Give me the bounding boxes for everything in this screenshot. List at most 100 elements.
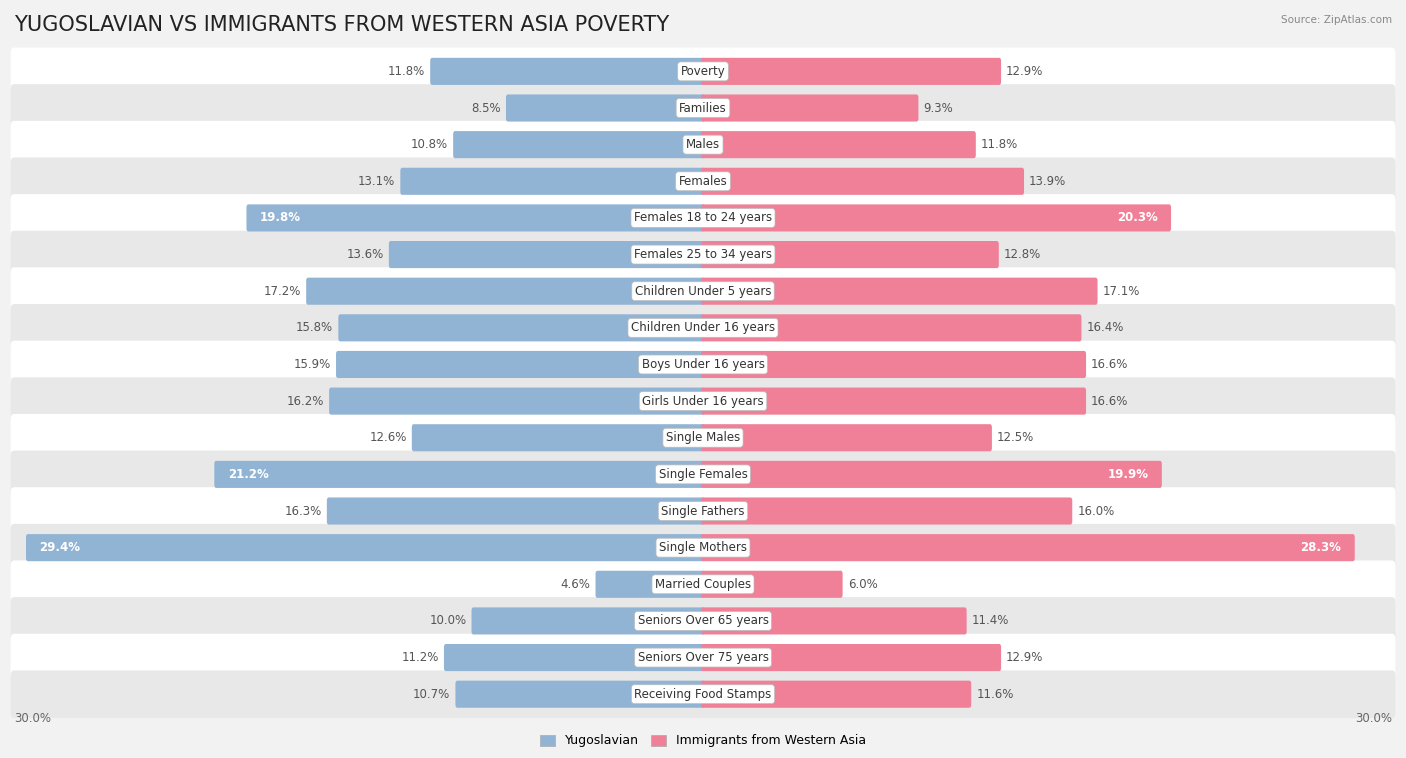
FancyBboxPatch shape <box>702 241 998 268</box>
Text: Seniors Over 65 years: Seniors Over 65 years <box>637 615 769 628</box>
FancyBboxPatch shape <box>456 681 704 708</box>
FancyBboxPatch shape <box>11 268 1395 315</box>
Text: 28.3%: 28.3% <box>1301 541 1341 554</box>
Text: 6.0%: 6.0% <box>848 578 877 590</box>
Text: 19.9%: 19.9% <box>1108 468 1149 481</box>
FancyBboxPatch shape <box>702 571 842 598</box>
Text: 12.6%: 12.6% <box>370 431 406 444</box>
FancyBboxPatch shape <box>326 497 704 525</box>
FancyBboxPatch shape <box>389 241 704 268</box>
FancyBboxPatch shape <box>25 534 704 561</box>
FancyBboxPatch shape <box>702 277 1098 305</box>
Text: 29.4%: 29.4% <box>39 541 80 554</box>
FancyBboxPatch shape <box>11 48 1395 96</box>
FancyBboxPatch shape <box>11 597 1395 645</box>
Text: 10.8%: 10.8% <box>411 138 449 151</box>
FancyBboxPatch shape <box>412 424 704 451</box>
FancyBboxPatch shape <box>596 571 704 598</box>
Text: 30.0%: 30.0% <box>1355 712 1392 725</box>
Text: 11.6%: 11.6% <box>976 688 1014 700</box>
FancyBboxPatch shape <box>11 377 1395 425</box>
Text: Single Males: Single Males <box>666 431 740 444</box>
FancyBboxPatch shape <box>702 351 1085 378</box>
Text: 16.3%: 16.3% <box>284 505 322 518</box>
FancyBboxPatch shape <box>11 560 1395 608</box>
FancyBboxPatch shape <box>401 168 704 195</box>
Text: Children Under 5 years: Children Under 5 years <box>634 285 772 298</box>
FancyBboxPatch shape <box>246 205 704 231</box>
FancyBboxPatch shape <box>702 424 991 451</box>
FancyBboxPatch shape <box>329 387 704 415</box>
Text: Receiving Food Stamps: Receiving Food Stamps <box>634 688 772 700</box>
Text: Seniors Over 75 years: Seniors Over 75 years <box>637 651 769 664</box>
Text: 30.0%: 30.0% <box>14 712 51 725</box>
Text: 11.8%: 11.8% <box>981 138 1018 151</box>
Text: 12.9%: 12.9% <box>1007 65 1043 78</box>
FancyBboxPatch shape <box>702 131 976 158</box>
Text: YUGOSLAVIAN VS IMMIGRANTS FROM WESTERN ASIA POVERTY: YUGOSLAVIAN VS IMMIGRANTS FROM WESTERN A… <box>14 15 669 35</box>
Text: 19.8%: 19.8% <box>260 211 301 224</box>
FancyBboxPatch shape <box>11 670 1395 718</box>
FancyBboxPatch shape <box>471 607 704 634</box>
Text: Single Mothers: Single Mothers <box>659 541 747 554</box>
Text: 12.5%: 12.5% <box>997 431 1035 444</box>
FancyBboxPatch shape <box>11 487 1395 535</box>
FancyBboxPatch shape <box>11 84 1395 132</box>
FancyBboxPatch shape <box>702 607 967 634</box>
Text: 17.2%: 17.2% <box>264 285 301 298</box>
FancyBboxPatch shape <box>702 95 918 121</box>
FancyBboxPatch shape <box>430 58 704 85</box>
Text: 13.1%: 13.1% <box>359 175 395 188</box>
FancyBboxPatch shape <box>702 534 1355 561</box>
FancyBboxPatch shape <box>336 351 704 378</box>
Text: 20.3%: 20.3% <box>1116 211 1157 224</box>
Text: 13.6%: 13.6% <box>346 248 384 261</box>
Text: 12.9%: 12.9% <box>1007 651 1043 664</box>
Text: 16.2%: 16.2% <box>287 395 323 408</box>
FancyBboxPatch shape <box>702 168 1024 195</box>
Text: 9.3%: 9.3% <box>924 102 953 114</box>
FancyBboxPatch shape <box>702 205 1171 231</box>
FancyBboxPatch shape <box>11 634 1395 681</box>
FancyBboxPatch shape <box>214 461 704 488</box>
Text: Males: Males <box>686 138 720 151</box>
FancyBboxPatch shape <box>506 95 704 121</box>
Text: Families: Families <box>679 102 727 114</box>
Text: 11.4%: 11.4% <box>972 615 1010 628</box>
Text: Source: ZipAtlas.com: Source: ZipAtlas.com <box>1281 15 1392 25</box>
Text: 12.8%: 12.8% <box>1004 248 1040 261</box>
Text: 16.6%: 16.6% <box>1091 358 1129 371</box>
Text: 16.6%: 16.6% <box>1091 395 1129 408</box>
Text: 15.8%: 15.8% <box>297 321 333 334</box>
Text: Children Under 16 years: Children Under 16 years <box>631 321 775 334</box>
Text: Single Females: Single Females <box>658 468 748 481</box>
FancyBboxPatch shape <box>453 131 704 158</box>
FancyBboxPatch shape <box>11 304 1395 352</box>
FancyBboxPatch shape <box>339 315 704 341</box>
Text: 16.4%: 16.4% <box>1087 321 1123 334</box>
FancyBboxPatch shape <box>11 524 1395 572</box>
FancyBboxPatch shape <box>11 158 1395 205</box>
Text: Females 25 to 34 years: Females 25 to 34 years <box>634 248 772 261</box>
Text: 13.9%: 13.9% <box>1029 175 1066 188</box>
Text: 8.5%: 8.5% <box>471 102 501 114</box>
FancyBboxPatch shape <box>11 414 1395 462</box>
FancyBboxPatch shape <box>702 461 1161 488</box>
Text: 11.8%: 11.8% <box>388 65 425 78</box>
Text: Boys Under 16 years: Boys Under 16 years <box>641 358 765 371</box>
Text: 21.2%: 21.2% <box>228 468 269 481</box>
FancyBboxPatch shape <box>11 230 1395 278</box>
FancyBboxPatch shape <box>702 681 972 708</box>
Text: Girls Under 16 years: Girls Under 16 years <box>643 395 763 408</box>
FancyBboxPatch shape <box>702 387 1085 415</box>
Text: 17.1%: 17.1% <box>1102 285 1140 298</box>
FancyBboxPatch shape <box>702 58 1001 85</box>
FancyBboxPatch shape <box>11 340 1395 388</box>
FancyBboxPatch shape <box>702 644 1001 671</box>
FancyBboxPatch shape <box>444 644 704 671</box>
Text: 4.6%: 4.6% <box>561 578 591 590</box>
FancyBboxPatch shape <box>307 277 704 305</box>
FancyBboxPatch shape <box>702 315 1081 341</box>
Text: 11.2%: 11.2% <box>402 651 439 664</box>
Legend: Yugoslavian, Immigrants from Western Asia: Yugoslavian, Immigrants from Western Asi… <box>534 729 872 753</box>
